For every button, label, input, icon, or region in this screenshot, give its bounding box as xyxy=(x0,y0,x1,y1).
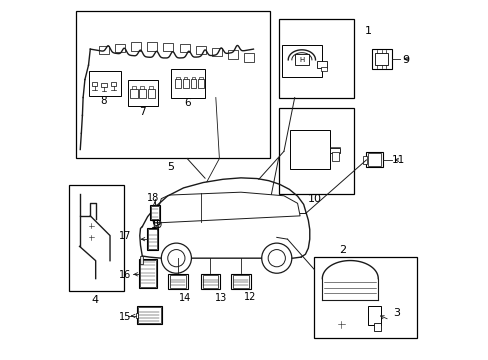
Text: 14: 14 xyxy=(179,293,191,303)
Bar xyxy=(147,228,158,250)
Bar xyxy=(139,89,145,98)
Bar xyxy=(149,205,160,220)
Bar xyxy=(211,48,222,56)
Bar xyxy=(115,44,125,52)
Bar xyxy=(329,148,339,153)
Bar xyxy=(373,323,380,330)
Bar xyxy=(137,306,162,324)
Bar xyxy=(92,82,97,86)
Bar xyxy=(140,86,144,89)
Bar xyxy=(128,80,158,107)
Text: H: H xyxy=(299,57,304,63)
Text: 13: 13 xyxy=(215,293,227,303)
Bar xyxy=(110,82,116,86)
Bar xyxy=(227,50,238,59)
Bar xyxy=(131,42,141,51)
Text: 8: 8 xyxy=(101,96,107,106)
Bar xyxy=(278,19,353,98)
Text: 18: 18 xyxy=(146,193,159,203)
Bar xyxy=(130,89,137,98)
Bar xyxy=(198,79,203,88)
Text: 16: 16 xyxy=(119,270,131,280)
Text: 17: 17 xyxy=(119,231,131,240)
Bar xyxy=(201,274,220,289)
Text: 10: 10 xyxy=(307,194,321,204)
Bar xyxy=(140,260,156,287)
Circle shape xyxy=(262,243,291,273)
Bar xyxy=(183,79,188,88)
Bar xyxy=(233,275,248,288)
Bar xyxy=(190,79,196,88)
Bar xyxy=(138,307,161,323)
Text: 1: 1 xyxy=(364,26,371,36)
Bar xyxy=(294,54,308,65)
Bar xyxy=(195,45,205,54)
Bar xyxy=(367,306,380,325)
Bar xyxy=(183,77,187,79)
Bar xyxy=(147,42,157,50)
Bar xyxy=(139,259,157,288)
Bar xyxy=(290,130,329,168)
Text: 12: 12 xyxy=(244,292,256,302)
Bar xyxy=(176,77,179,79)
Text: 19: 19 xyxy=(150,220,163,230)
Bar xyxy=(367,153,381,166)
Bar xyxy=(170,275,185,288)
Bar xyxy=(320,67,326,71)
Bar xyxy=(149,86,153,89)
Bar xyxy=(101,83,106,87)
Bar xyxy=(168,274,187,289)
Bar xyxy=(88,71,121,96)
Bar xyxy=(282,45,321,77)
Text: 2: 2 xyxy=(339,245,346,255)
Text: 7: 7 xyxy=(139,107,145,117)
Bar xyxy=(151,206,159,219)
Bar xyxy=(140,256,143,264)
Bar xyxy=(366,152,382,167)
Text: 15: 15 xyxy=(119,312,131,322)
Bar xyxy=(371,49,391,69)
Bar xyxy=(191,77,195,79)
Circle shape xyxy=(162,243,191,273)
Bar xyxy=(231,274,250,289)
Bar xyxy=(76,12,269,158)
Bar xyxy=(175,79,180,88)
Bar xyxy=(147,89,155,98)
Text: 3: 3 xyxy=(392,308,400,318)
Bar xyxy=(163,42,173,51)
Text: 5: 5 xyxy=(167,162,174,172)
Bar xyxy=(314,257,416,338)
Bar xyxy=(171,69,204,98)
Bar xyxy=(332,152,338,161)
Bar xyxy=(316,61,326,68)
Bar xyxy=(132,86,136,89)
Text: 9: 9 xyxy=(402,55,408,65)
Text: 6: 6 xyxy=(183,98,190,108)
Text: 4: 4 xyxy=(91,295,98,305)
Bar xyxy=(374,53,387,66)
Bar xyxy=(362,156,366,164)
Bar xyxy=(199,77,202,79)
Bar xyxy=(148,229,157,249)
Bar xyxy=(278,108,353,194)
Bar xyxy=(244,53,254,62)
Bar xyxy=(99,46,109,54)
Bar xyxy=(179,44,189,52)
Bar xyxy=(136,314,137,319)
Bar xyxy=(202,275,218,288)
Text: 11: 11 xyxy=(391,155,404,165)
Bar xyxy=(69,185,124,291)
